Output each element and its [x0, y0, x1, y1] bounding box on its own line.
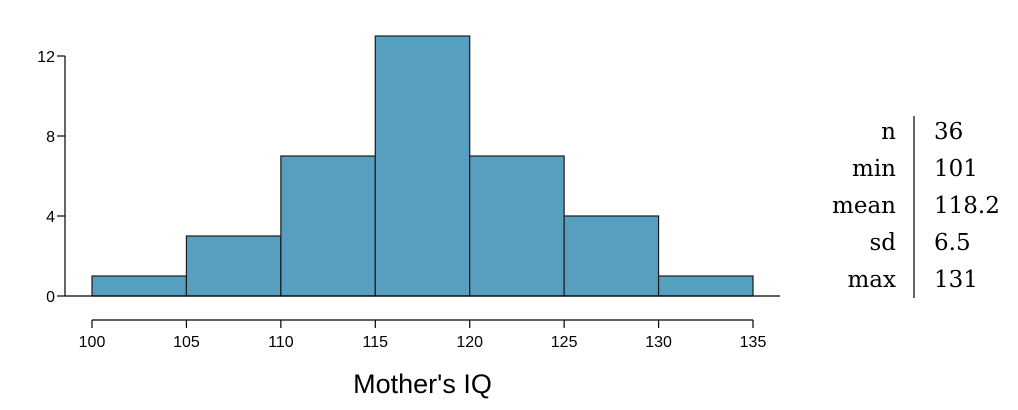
stat-value-max: 131 [934, 267, 978, 293]
histogram-bar-4 [469, 155, 565, 297]
stat-value-min: 101 [934, 156, 978, 182]
y-tick-label-0: 0 [46, 289, 55, 306]
x-tick-label-7: 135 [740, 334, 767, 351]
axes-layer: 0 4 8 12 100 105 110 115 120 125 130 135 [37, 49, 780, 351]
stat-label-n: n [881, 119, 896, 145]
x-tick-label-5: 125 [551, 334, 578, 351]
x-tick-label-4: 120 [456, 334, 483, 351]
histogram-bar-2 [280, 155, 376, 297]
x-axis-title: Mother's IQ [353, 369, 492, 399]
histogram-bar-5 [563, 215, 660, 297]
y-tick-label-2: 8 [46, 129, 55, 146]
stat-label-min: min [852, 156, 896, 182]
x-tick-label-3: 115 [363, 334, 389, 351]
x-tick-label-1: 105 [173, 334, 200, 351]
histogram-bar-1 [185, 235, 282, 297]
y-tick-label-3: 12 [37, 49, 55, 66]
summary-stats-table: n 36 min 101 mean 118.2 sd 6.5 max 131 [832, 116, 1000, 298]
stat-label-sd: sd [869, 230, 896, 256]
histogram-bar-3 [374, 35, 471, 297]
stat-value-sd: 6.5 [934, 230, 971, 256]
histogram-bar-6 [657, 275, 754, 297]
bars-layer [91, 35, 754, 297]
histogram-bar-0 [91, 275, 188, 297]
stat-value-n: 36 [934, 119, 963, 145]
stat-label-mean: mean [832, 193, 896, 219]
y-tick-label-1: 4 [46, 209, 55, 226]
x-tick-label-2: 110 [268, 334, 294, 351]
stat-label-max: max [848, 267, 897, 293]
x-tick-label-6: 130 [645, 334, 672, 351]
stat-value-mean: 118.2 [934, 193, 1000, 219]
x-tick-label-0: 100 [79, 334, 106, 351]
